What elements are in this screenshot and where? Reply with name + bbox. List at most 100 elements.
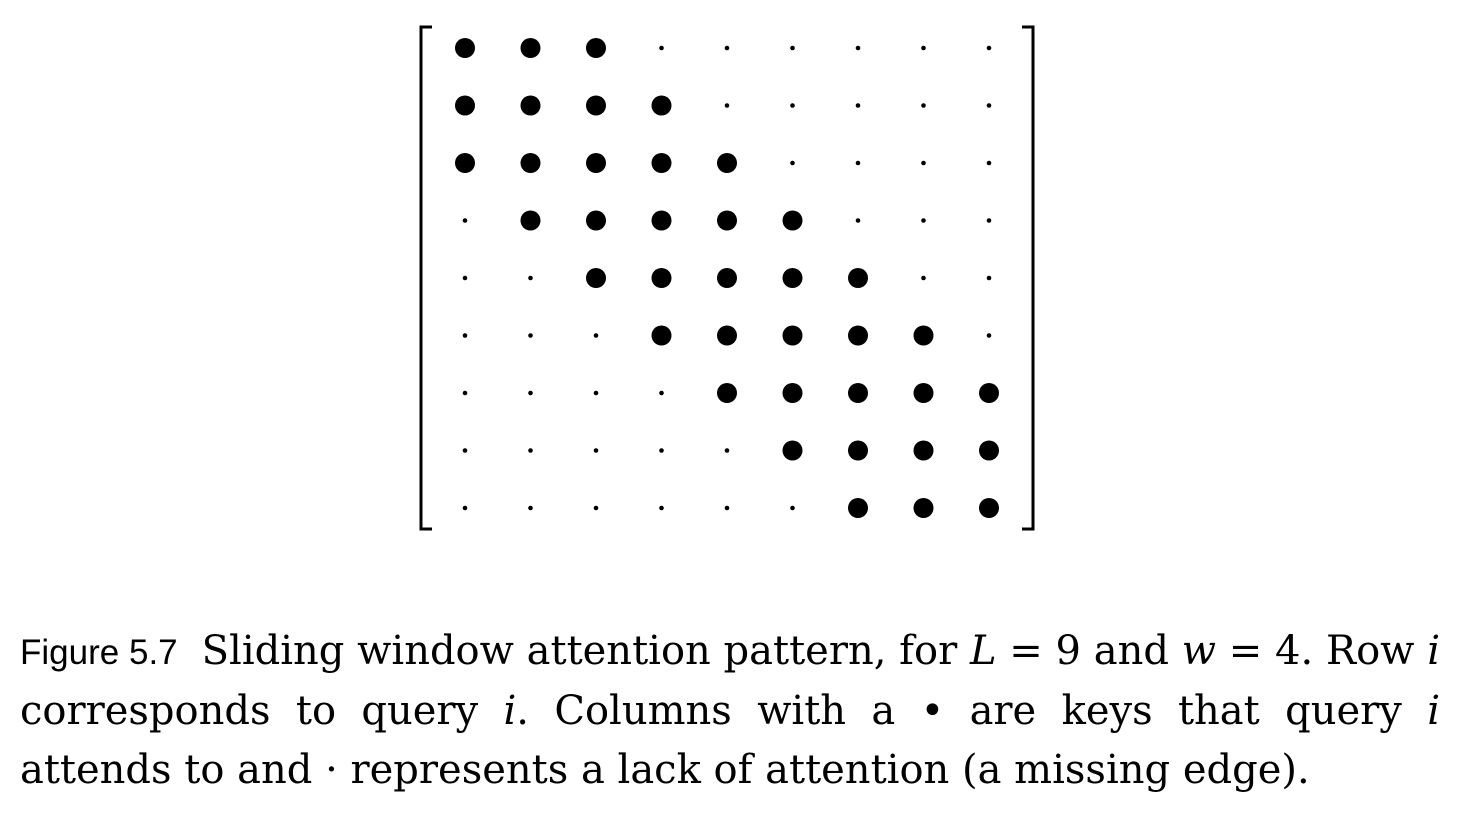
attended-entry-dot [520,210,541,231]
masked-entry-dot [462,505,468,511]
attended-entry-dot [586,38,606,58]
masked-entry-dot [986,45,992,51]
attended-entry-dot [848,268,868,288]
attended-entry-dot [848,440,868,461]
masked-entry-dot [724,448,730,453]
masked-entry-dot [855,45,861,51]
masked-entry-dot [986,333,992,338]
masked-entry-dot [593,333,599,338]
caption-text: are keys that query [944,688,1428,734]
attended-entry-dot [520,153,541,173]
attended-entry-dot [586,95,606,116]
attended-entry-dot [455,95,475,116]
attention-matrix-figure [419,25,1035,531]
masked-entry-dot [593,448,599,453]
masked-entry-dot [593,390,599,396]
attended-entry-dot [782,440,803,461]
attended-entry-dot [848,383,868,403]
masked-entry-dot [921,45,926,51]
caption-text: corresponds to query [20,688,504,734]
math-var: w [1181,628,1217,674]
attended-entry-dot [586,210,606,231]
masked-entry-dot [528,275,533,281]
masked-entry-dot [790,103,795,108]
masked-entry-dot [724,505,730,511]
masked-entry-dot [724,45,730,51]
attended-entry-dot [782,383,803,403]
masked-entry-dot [462,275,468,281]
attended-entry-dot [586,153,606,173]
bullet-symbol: • [920,688,945,734]
attended-entry-dot [651,325,672,346]
masked-entry-dot [528,448,533,453]
math-var: L [969,628,997,674]
masked-entry-dot [921,275,926,281]
math-var: i [1427,628,1440,674]
attended-entry-dot [913,383,934,403]
cdot-symbol: · [325,747,338,793]
masked-entry-dot [986,160,992,166]
attended-entry-dot [717,383,737,403]
attended-entry-dot [455,153,475,173]
math-var: i [503,688,517,734]
masked-entry-dot [528,390,533,396]
math-var: i [1427,688,1440,734]
masked-entry-dot [855,218,861,223]
masked-entry-dot [790,45,795,51]
masked-entry-dot [921,160,926,166]
caption-text: represents a lack of attention (a missin… [337,747,1310,793]
attended-entry-dot [717,325,737,346]
masked-entry-dot [986,275,992,281]
attended-entry-dot [782,268,803,288]
attended-entry-dot [651,268,672,288]
attended-entry-dot [979,498,999,518]
right-bracket [1022,25,1035,531]
masked-entry-dot [659,448,664,453]
attended-entry-dot [848,498,868,518]
attended-entry-dot [651,210,672,231]
attended-entry-dot [979,440,999,461]
masked-entry-dot [462,448,468,453]
masked-entry-dot [462,390,468,396]
attended-entry-dot [717,268,737,288]
masked-entry-dot [855,160,861,166]
masked-entry-dot [659,390,664,396]
caption-text: = 9 and [996,628,1182,674]
caption-text: Sliding window attention pattern, for [201,628,970,674]
masked-entry-dot [528,505,533,511]
attended-entry-dot [651,153,672,173]
attended-entry-dot [520,38,541,58]
caption-text: = 4. Row [1216,628,1428,674]
masked-entry-dot [462,333,468,338]
caption-text: . Columns with a [516,688,921,734]
attended-entry-dot [848,325,868,346]
attended-entry-dot [913,498,934,518]
masked-entry-dot [790,505,795,511]
masked-entry-dot [724,103,730,108]
caption-text: attends to and [20,747,326,793]
masked-entry-dot [921,103,926,108]
attended-entry-dot [782,210,803,231]
attended-entry-dot [651,95,672,116]
matrix-entries [455,38,999,518]
masked-entry-dot [855,103,861,108]
masked-entry-dot [790,160,795,166]
attended-entry-dot [913,440,934,461]
masked-entry-dot [921,218,926,223]
attended-entry-dot [717,210,737,231]
masked-entry-dot [986,103,992,108]
attended-entry-dot [455,38,475,58]
masked-entry-dot [462,218,468,223]
masked-entry-dot [659,45,664,51]
masked-entry-dot [528,333,533,338]
left-bracket [419,25,432,531]
masked-entry-dot [593,505,599,511]
attended-entry-dot [520,95,541,116]
attended-entry-dot [717,153,737,173]
attended-entry-dot [782,325,803,346]
attended-entry-dot [586,268,606,288]
figure-caption: Figure 5.7 Sliding window attention patte… [20,622,1440,800]
attended-entry-dot [913,325,934,346]
masked-entry-dot [659,505,664,511]
figure-label: Figure 5.7 [20,633,178,672]
